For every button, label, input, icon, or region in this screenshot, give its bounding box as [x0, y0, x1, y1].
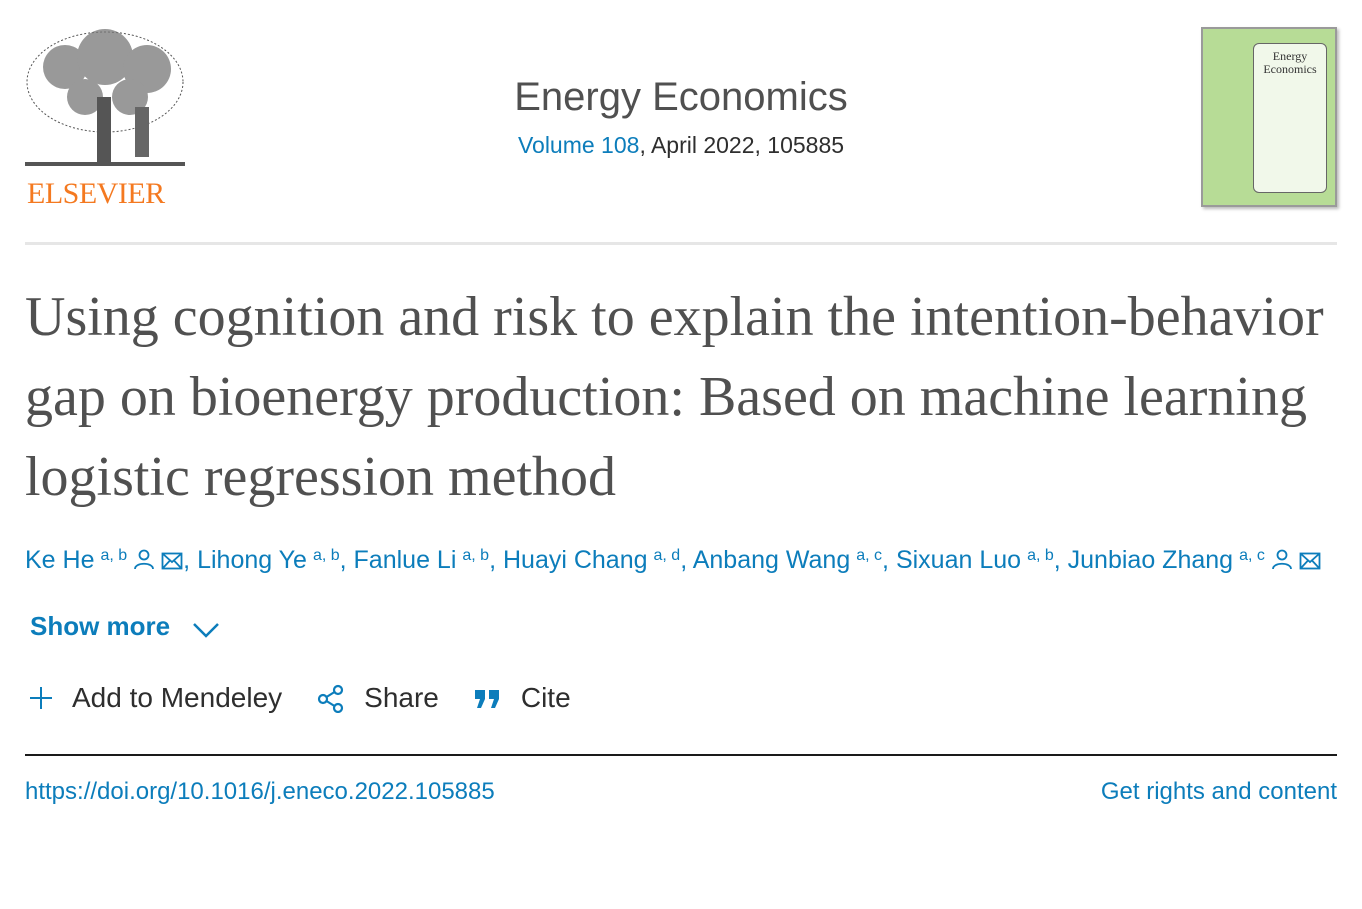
author-name: Huayi Chang	[502, 546, 648, 574]
rights-link[interactable]: Get rights and content	[1100, 778, 1337, 805]
mendeley-label: Add to Mendeley	[72, 682, 283, 713]
email-icon[interactable]	[161, 552, 183, 570]
author-affiliation: a, b	[462, 547, 490, 564]
elsevier-logo[interactable]: ELSEVIER	[25, 27, 187, 210]
issue-date: , April 2022, 105885	[639, 132, 845, 158]
share-label: Share	[364, 682, 439, 713]
author-affiliation: a, b	[312, 547, 340, 564]
author-affiliation: a, d	[653, 547, 681, 564]
author-link[interactable]: Fanlue Li a, b	[354, 546, 490, 574]
author-link[interactable]: Huayi Chang a, d	[503, 546, 680, 574]
article-header: ELSEVIER Energy Economics Volume 108, Ap…	[25, 25, 1337, 215]
show-more-label: Show more	[30, 611, 171, 641]
article-title: Using cognition and risk to explain the …	[25, 286, 1324, 508]
person-icon[interactable]	[133, 548, 155, 570]
author-link[interactable]: Sixuan Luo a, b	[896, 546, 1054, 574]
author-item: Ke He a, b	[25, 546, 183, 574]
author-item: , Anbang Wang a, c	[680, 546, 883, 574]
author-name: Lihong Ye	[197, 546, 307, 574]
author-affiliation: a, b	[1027, 547, 1054, 564]
author-affiliation: a, b	[100, 547, 128, 564]
author-item: , Fanlue Li a, b	[339, 546, 490, 574]
author-link[interactable]: Anbang Wang a, c	[693, 546, 882, 574]
author-link[interactable]: Ke He a, b	[25, 546, 127, 574]
article-footer: https://doi.org/10.1016/j.eneco.2022.105…	[25, 778, 1337, 806]
cite-button[interactable]: Cite	[473, 682, 571, 714]
email-icon[interactable]	[1299, 552, 1321, 570]
person-icon[interactable]	[1271, 548, 1293, 570]
cover-title: Energy	[1272, 49, 1308, 63]
add-to-mendeley-button[interactable]: Add to Mendeley	[28, 682, 282, 714]
author-item: , Lihong Ye a, b	[183, 546, 340, 574]
header-divider	[25, 242, 1337, 245]
plus-icon	[30, 687, 52, 709]
author-affiliation: a, c	[1239, 547, 1265, 564]
author-item: , Huayi Chang a, d	[489, 546, 681, 574]
journal-title[interactable]: Energy Economics	[514, 75, 848, 119]
volume-link[interactable]: Volume 108	[517, 132, 640, 158]
show-more-button[interactable]: Show more	[30, 611, 221, 642]
author-link[interactable]: Junbiao Zhang a, c	[1068, 546, 1265, 574]
cover-title: Economics	[1263, 62, 1317, 76]
quote-icon	[474, 690, 499, 708]
elsevier-wordmark: ELSEVIER	[27, 177, 165, 210]
author-name: Sixuan Luo	[895, 546, 1022, 574]
article-actions: Add to Mendeley Share Cite	[28, 682, 1337, 714]
tree-logo-icon	[25, 29, 185, 166]
journal-meta: Volume 108, April 2022, 105885	[225, 132, 1137, 159]
author-list: Ke He a, b, Lihong Ye a, b, Fanlue Li a, b,…	[25, 539, 1337, 581]
share-button[interactable]: Share	[316, 682, 439, 714]
author-name: Anbang Wang	[692, 546, 851, 574]
journal-info: Energy Economics Volume 108, April 2022,…	[225, 75, 1137, 159]
author-link[interactable]: Lihong Ye a, b	[197, 546, 340, 574]
cite-label: Cite	[520, 682, 571, 713]
author-name: Junbiao Zhang	[1067, 546, 1234, 574]
journal-cover[interactable]: Energy Economics	[1201, 27, 1337, 207]
article-page: ELSEVIER Energy Economics Volume 108, Ap…	[25, 0, 1337, 836]
author-name: Ke He	[25, 546, 95, 574]
footer-divider	[25, 754, 1337, 756]
author-affiliation: a, c	[856, 547, 883, 564]
share-icon	[318, 684, 344, 713]
cover-panel: Energy Economics	[1253, 43, 1327, 193]
author-item: , Sixuan Luo a, b	[882, 546, 1054, 574]
chevron-down-icon	[193, 623, 220, 638]
author-name: Fanlue Li	[353, 546, 457, 574]
doi-link[interactable]: https://doi.org/10.1016/j.eneco.2022.105…	[25, 778, 495, 805]
author-item: , Junbiao Zhang a, c	[1054, 546, 1321, 574]
